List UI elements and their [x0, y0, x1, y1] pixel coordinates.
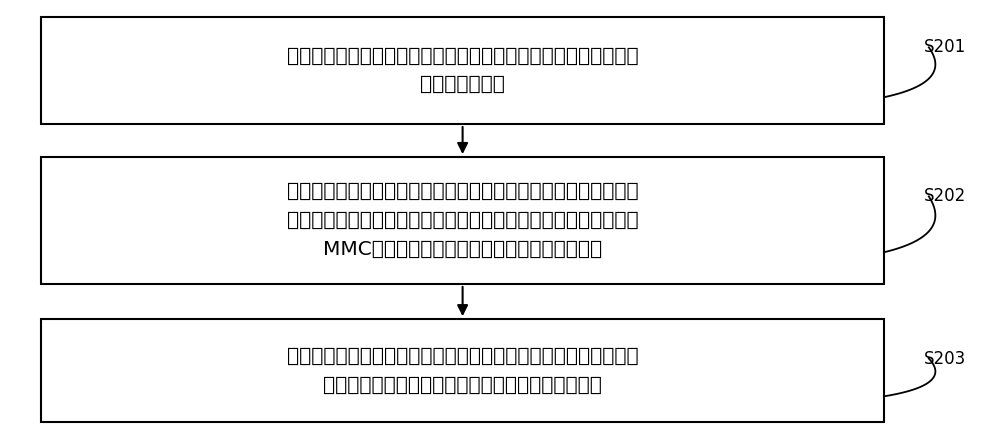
FancyBboxPatch shape [41, 157, 884, 284]
Text: 通过比较单元根据采集到的所述信号发生单元的电流负载值与电抗
单元的反馈电流值进行比较，并根据比较结果触发陪试单元，以使
MMC子模块以预设的老化速率进行功率老化: 通过比较单元根据采集到的所述信号发生单元的电流负载值与电抗 单元的反馈电流值进行… [287, 182, 638, 259]
Text: 通过信号发生单元调节被试单元的电流负载；其中，所述电流负载
为正弦半波电流: 通过信号发生单元调节被试单元的电流负载；其中，所述电流负载 为正弦半波电流 [287, 47, 638, 94]
FancyBboxPatch shape [41, 319, 884, 422]
FancyBboxPatch shape [41, 17, 884, 124]
Text: S201: S201 [924, 38, 966, 56]
Text: S203: S203 [924, 350, 966, 367]
Text: S202: S202 [924, 187, 966, 206]
Text: 通过第一检测单元和第二检测单元得到试验结果，并根据所述试验
结果得到在所述预设的老化速率下的子模块老化特性: 通过第一检测单元和第二检测单元得到试验结果，并根据所述试验 结果得到在所述预设的… [287, 347, 638, 394]
